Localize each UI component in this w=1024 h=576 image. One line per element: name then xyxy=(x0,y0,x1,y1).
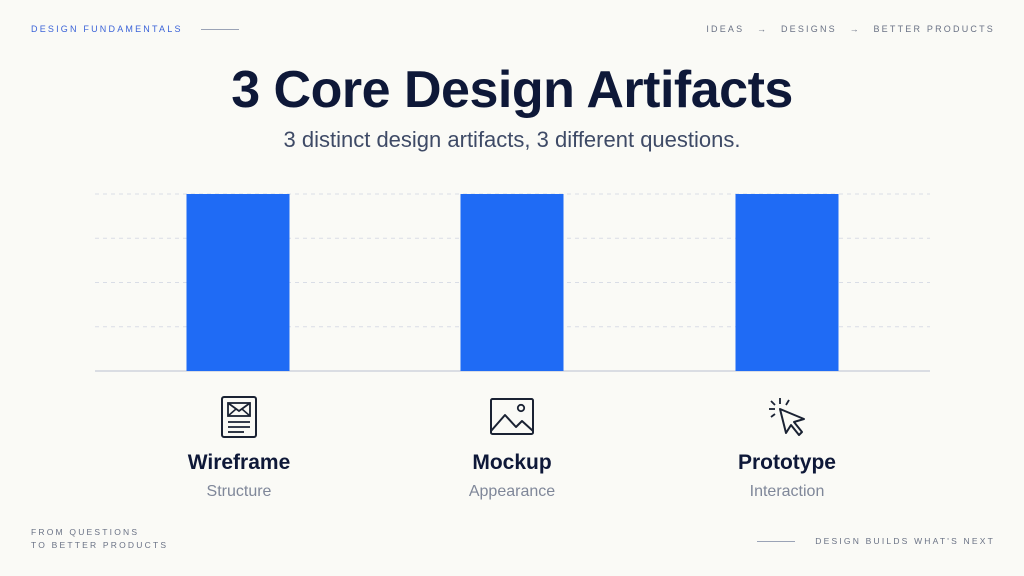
bar-prototype xyxy=(735,194,839,371)
bar-wireframe xyxy=(186,194,290,371)
cursor-click-icon xyxy=(769,398,805,436)
section-label: DESIGN FUNDAMENTALS xyxy=(31,24,183,34)
footer-note: DESIGN BUILDS WHAT'S NEXT xyxy=(757,536,995,546)
divider xyxy=(757,540,796,542)
flow-step-ideas: IDEAS xyxy=(706,24,745,34)
flow-step-designs: DESIGNS xyxy=(780,24,837,34)
arrow-right-icon: → xyxy=(849,24,861,34)
flow-breadcrumb: IDEAS → DESIGNS → BETTER PRODUCTS xyxy=(706,24,995,34)
footer-note-text: DESIGN BUILDS WHAT'S NEXT xyxy=(815,536,995,546)
artifact-prototype: Prototype Interaction xyxy=(687,395,887,501)
artifact-desc: Appearance xyxy=(468,483,556,500)
artifact-wireframe: Wireframe Structure xyxy=(139,395,339,501)
artifact-desc: Structure xyxy=(206,483,272,500)
page-subtitle: 3 distinct design artifacts, 3 different… xyxy=(283,127,741,152)
artifact-name: Prototype xyxy=(737,451,836,474)
section-label-group: DESIGN FUNDAMENTALS xyxy=(31,24,239,34)
wireframe-document-icon xyxy=(221,396,257,438)
page-title: 3 Core Design Artifacts xyxy=(231,61,793,119)
divider xyxy=(200,28,239,30)
artifact-mockup: Mockup Appearance xyxy=(412,395,612,501)
footer-tagline: FROM QUESTIONS TO BETTER PRODUCTS xyxy=(31,526,168,552)
footer-tagline-line1: FROM QUESTIONS xyxy=(31,527,140,537)
artifact-desc: Interaction xyxy=(749,483,825,500)
flow-step-better-products: BETTER PRODUCTS xyxy=(873,24,995,34)
artifact-name: Wireframe xyxy=(187,451,291,474)
arrow-right-icon: → xyxy=(757,24,769,34)
artifact-name: Mockup xyxy=(472,451,552,474)
bar-mockup xyxy=(460,194,564,371)
footer-tagline-line2: TO BETTER PRODUCTS xyxy=(31,540,169,550)
image-icon xyxy=(490,398,534,435)
